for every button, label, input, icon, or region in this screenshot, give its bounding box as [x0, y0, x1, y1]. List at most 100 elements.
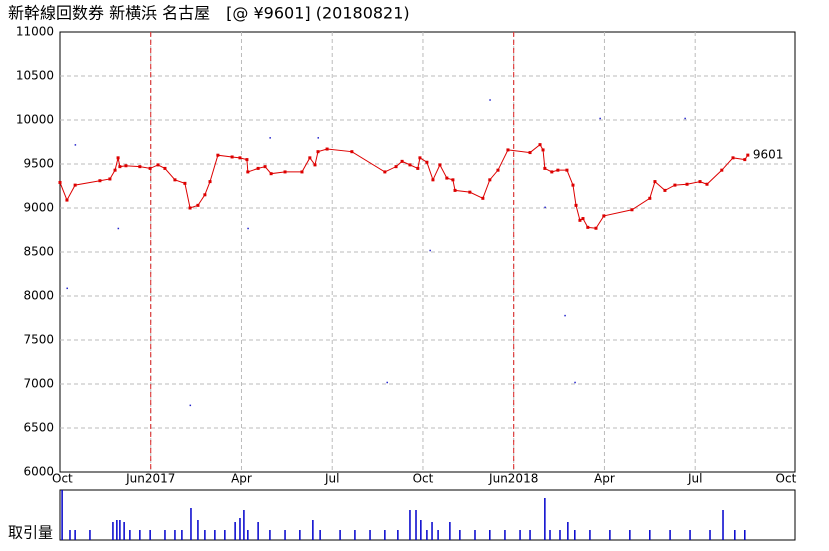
volume-bar	[544, 498, 546, 540]
price-point	[685, 182, 689, 186]
x-tick-label: Jul	[687, 472, 702, 486]
dot	[74, 144, 77, 146]
y-tick-label: 11000	[16, 25, 54, 39]
volume-bar	[409, 510, 411, 540]
price-point	[73, 183, 77, 187]
price-point	[400, 159, 404, 163]
price-point	[571, 183, 575, 187]
volume-bar	[204, 530, 206, 540]
volume-bar	[149, 530, 151, 540]
chart-title: 新幹線回数券 新横浜 名古屋 [@ ¥9601] (20180821)	[8, 4, 410, 23]
volume-label: 取引量	[8, 524, 53, 542]
price-point	[58, 180, 62, 184]
price-point	[316, 150, 320, 154]
dot	[66, 287, 68, 290]
volume-bar	[504, 530, 506, 540]
price-point	[65, 198, 69, 202]
volume-bar	[397, 530, 399, 540]
price-point	[300, 170, 304, 174]
volume-bar	[669, 530, 671, 540]
volume-bar	[384, 530, 386, 540]
price-point	[578, 218, 582, 222]
price-point	[743, 158, 747, 162]
volume-bar	[629, 530, 631, 540]
volume-bar	[312, 520, 314, 540]
x-tick-label: Jun2018	[488, 472, 538, 486]
price-point	[416, 166, 420, 170]
volume-bar	[431, 522, 433, 540]
volume-bar	[181, 530, 183, 540]
dot	[564, 314, 566, 317]
price-point	[574, 203, 578, 207]
volume-bar	[426, 530, 428, 540]
price-point	[283, 170, 287, 174]
volume-bar	[61, 490, 63, 540]
volume-bar	[567, 522, 569, 540]
volume-bar	[609, 530, 611, 540]
y-tick-label: 6500	[23, 421, 54, 435]
price-point	[746, 153, 750, 157]
price-point	[245, 158, 249, 162]
volume-bar	[257, 522, 259, 540]
volume-bar	[112, 522, 114, 540]
price-point	[663, 188, 667, 192]
price-point	[325, 147, 329, 151]
x-tick-label: Apr	[231, 472, 252, 486]
volume-bar	[574, 530, 576, 540]
volume-bar	[589, 530, 591, 540]
price-point	[550, 170, 554, 174]
price-point	[238, 156, 242, 160]
volume-bar	[197, 520, 199, 540]
x-tick-label: Jun2017	[125, 472, 175, 486]
price-point	[256, 166, 260, 170]
price-point	[506, 148, 510, 152]
volume-bar	[299, 530, 301, 540]
volume-bar	[164, 530, 166, 540]
volume-bar	[734, 530, 736, 540]
price-point	[230, 155, 234, 159]
price-point	[673, 183, 677, 187]
volume-bar	[437, 530, 439, 540]
volume-bar	[116, 520, 118, 540]
price-point	[451, 178, 455, 182]
price-point	[188, 206, 192, 210]
volume-bar	[459, 530, 461, 540]
dot	[247, 227, 249, 230]
volume-bar	[420, 520, 422, 540]
price-point	[148, 166, 152, 170]
volume-bar	[224, 530, 226, 540]
y-tick-label: 10000	[16, 113, 54, 127]
price-point	[269, 172, 273, 176]
volume-bar	[284, 530, 286, 540]
price-point	[418, 156, 422, 160]
end-label: 9601	[753, 148, 784, 162]
volume-bar	[689, 530, 691, 540]
price-point	[350, 150, 354, 154]
volume-bar	[129, 530, 131, 540]
dot	[386, 381, 388, 384]
dot	[574, 381, 576, 384]
price-point	[496, 168, 500, 172]
y-tick-label: 7500	[23, 333, 54, 347]
volume-bar	[415, 510, 417, 540]
y-tick-label: 9000	[23, 201, 54, 215]
price-point	[216, 153, 220, 157]
price-point	[208, 180, 212, 184]
volume-bar	[123, 522, 125, 540]
price-point	[98, 179, 102, 183]
price-point	[602, 214, 606, 218]
x-tick-label: Jul	[324, 472, 339, 486]
dot	[489, 99, 491, 101]
price-point	[108, 177, 112, 181]
y-tick-label: 7000	[23, 377, 54, 391]
price-point	[263, 165, 267, 169]
price-point	[408, 163, 412, 167]
dot	[269, 137, 271, 139]
price-point	[538, 143, 542, 147]
volume-bar	[529, 530, 531, 540]
volume-bar	[139, 530, 141, 540]
price-point	[394, 165, 398, 169]
price-line	[59, 143, 749, 229]
x-tick-label: Oct	[776, 472, 797, 486]
